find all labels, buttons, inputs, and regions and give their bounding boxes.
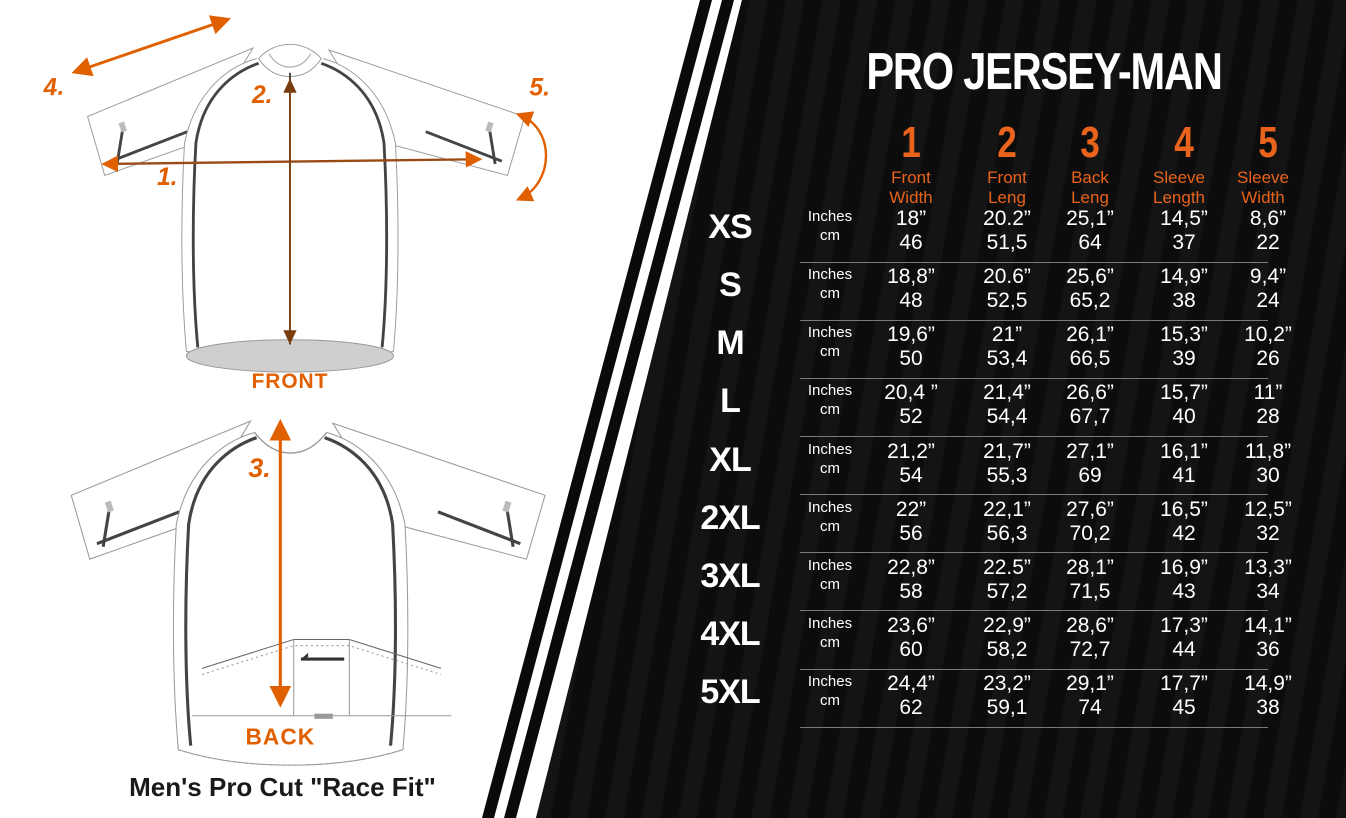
- svg-text:4.: 4.: [42, 74, 65, 102]
- svg-text:5.: 5.: [529, 75, 550, 102]
- svg-text:3.: 3.: [248, 453, 270, 483]
- svg-text:1.: 1.: [157, 164, 178, 191]
- svg-text:BACK: BACK: [246, 724, 316, 750]
- svg-text:2.: 2.: [251, 82, 273, 109]
